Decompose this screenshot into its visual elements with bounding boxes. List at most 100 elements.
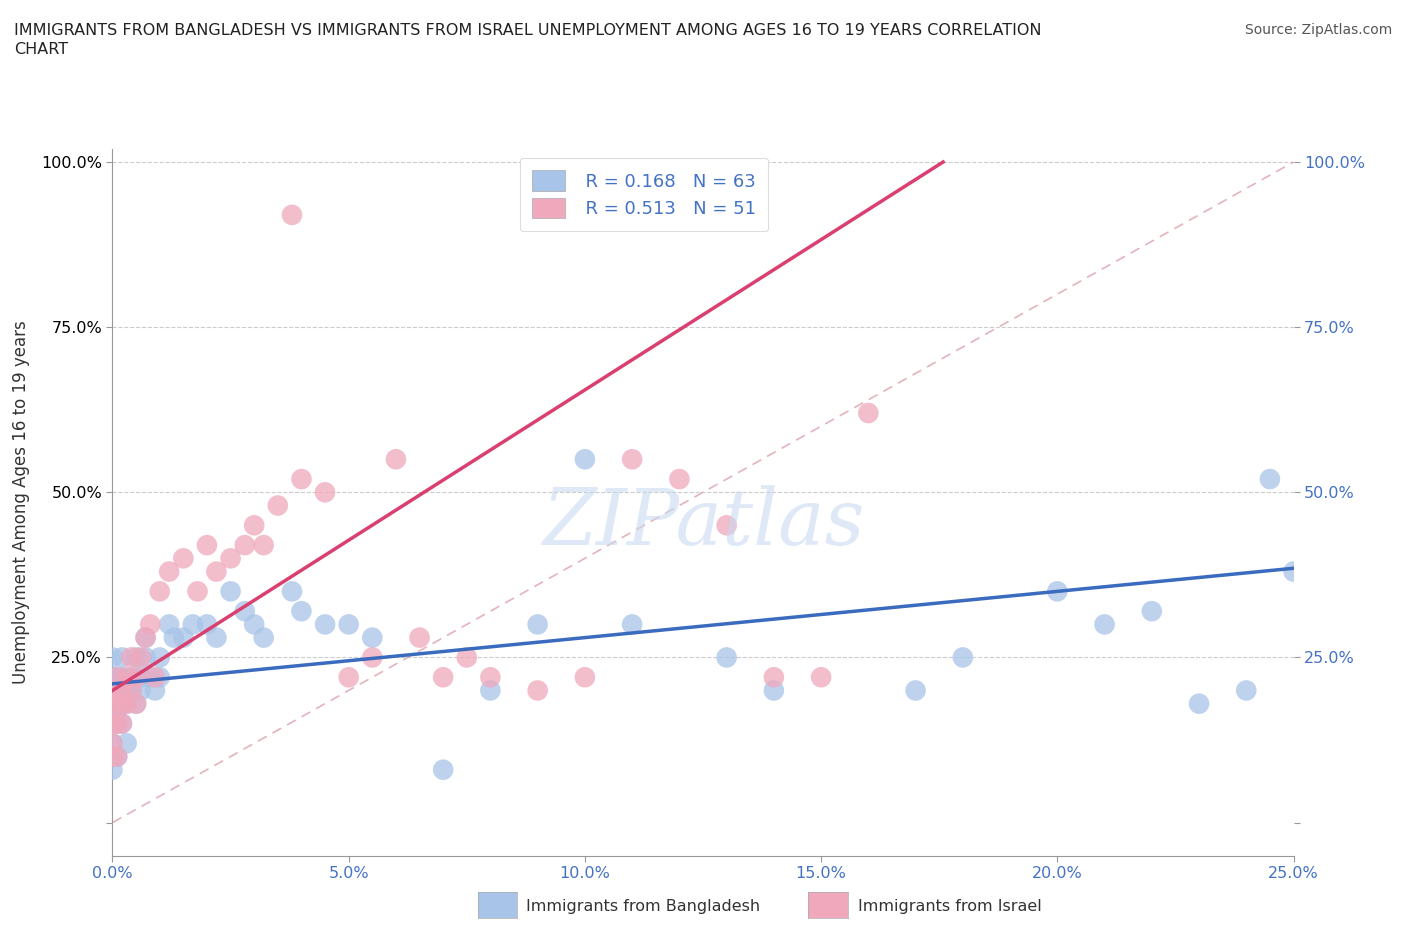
Point	[172, 551, 194, 565]
Text: CHART: CHART	[14, 42, 67, 57]
Point	[361, 650, 384, 665]
Point	[105, 716, 128, 731]
Point	[125, 650, 148, 665]
Point	[810, 670, 832, 684]
Point	[456, 650, 478, 665]
Point	[233, 538, 256, 552]
Point	[574, 452, 596, 467]
Point	[111, 670, 134, 684]
Point	[105, 703, 128, 718]
Point	[129, 670, 152, 684]
Point	[181, 617, 204, 631]
Point	[526, 683, 548, 698]
Text: ZIPatlas: ZIPatlas	[541, 485, 865, 562]
Point	[1188, 697, 1211, 711]
Point	[129, 683, 152, 698]
Point	[526, 617, 548, 631]
Point	[115, 697, 138, 711]
Point	[157, 565, 180, 579]
Point	[716, 518, 738, 533]
Point	[143, 683, 166, 698]
Point	[101, 716, 124, 731]
Text: Immigrants from Bangladesh: Immigrants from Bangladesh	[526, 899, 761, 914]
Point	[111, 697, 134, 711]
Point	[195, 617, 218, 631]
Point	[574, 670, 596, 684]
Point	[135, 631, 157, 645]
Point	[163, 631, 186, 645]
Point	[243, 617, 266, 631]
Point	[290, 472, 312, 486]
Point	[105, 697, 128, 711]
Point	[125, 697, 148, 711]
Point	[115, 670, 138, 684]
Y-axis label: Unemployment Among Ages 16 to 19 years: Unemployment Among Ages 16 to 19 years	[13, 320, 30, 684]
Point	[101, 763, 124, 777]
Point	[129, 650, 152, 665]
Point	[858, 405, 880, 420]
Point	[125, 697, 148, 711]
Point	[904, 683, 927, 698]
Point	[139, 670, 162, 684]
Point	[101, 716, 124, 731]
Point	[101, 697, 124, 711]
Point	[337, 617, 360, 631]
Point	[668, 472, 690, 486]
Point	[101, 736, 124, 751]
Point	[314, 617, 336, 631]
Point	[115, 736, 138, 751]
Point	[101, 683, 124, 698]
Point	[1140, 604, 1163, 618]
Point	[149, 584, 172, 599]
Point	[186, 584, 208, 599]
Point	[952, 650, 974, 665]
Legend:   R = 0.168   N = 63,   R = 0.513   N = 51: R = 0.168 N = 63, R = 0.513 N = 51	[520, 158, 768, 232]
Point	[205, 631, 228, 645]
Point	[120, 650, 142, 665]
Point	[149, 670, 172, 684]
Point	[135, 650, 157, 665]
Point	[139, 617, 162, 631]
Point	[105, 670, 128, 684]
Point	[762, 683, 785, 698]
Point	[101, 749, 124, 764]
Point	[111, 650, 134, 665]
Point	[105, 749, 128, 764]
Point	[1046, 584, 1069, 599]
Point	[157, 617, 180, 631]
Point	[101, 697, 124, 711]
Point	[314, 485, 336, 499]
Point	[111, 716, 134, 731]
Point	[101, 650, 124, 665]
Text: IMMIGRANTS FROM BANGLADESH VS IMMIGRANTS FROM ISRAEL UNEMPLOYMENT AMONG AGES 16 : IMMIGRANTS FROM BANGLADESH VS IMMIGRANTS…	[14, 23, 1042, 38]
Point	[621, 452, 644, 467]
Point	[195, 538, 218, 552]
Point	[101, 749, 124, 764]
Text: Source: ZipAtlas.com: Source: ZipAtlas.com	[1244, 23, 1392, 37]
Point	[432, 763, 454, 777]
Point	[135, 631, 157, 645]
Point	[290, 604, 312, 618]
Point	[432, 670, 454, 684]
Point	[111, 716, 134, 731]
Point	[243, 518, 266, 533]
Point	[115, 683, 138, 698]
Point	[111, 683, 134, 698]
Point	[111, 697, 134, 711]
Point	[337, 670, 360, 684]
Point	[716, 650, 738, 665]
Point	[1258, 472, 1281, 486]
Point	[219, 551, 242, 565]
Point	[105, 716, 128, 731]
Point	[149, 650, 172, 665]
Point	[281, 207, 304, 222]
Point	[253, 538, 276, 552]
Point	[267, 498, 290, 513]
Point	[120, 683, 142, 698]
Point	[125, 670, 148, 684]
Point	[105, 749, 128, 764]
Point	[621, 617, 644, 631]
Point	[1094, 617, 1116, 631]
Point	[219, 584, 242, 599]
Point	[1234, 683, 1257, 698]
